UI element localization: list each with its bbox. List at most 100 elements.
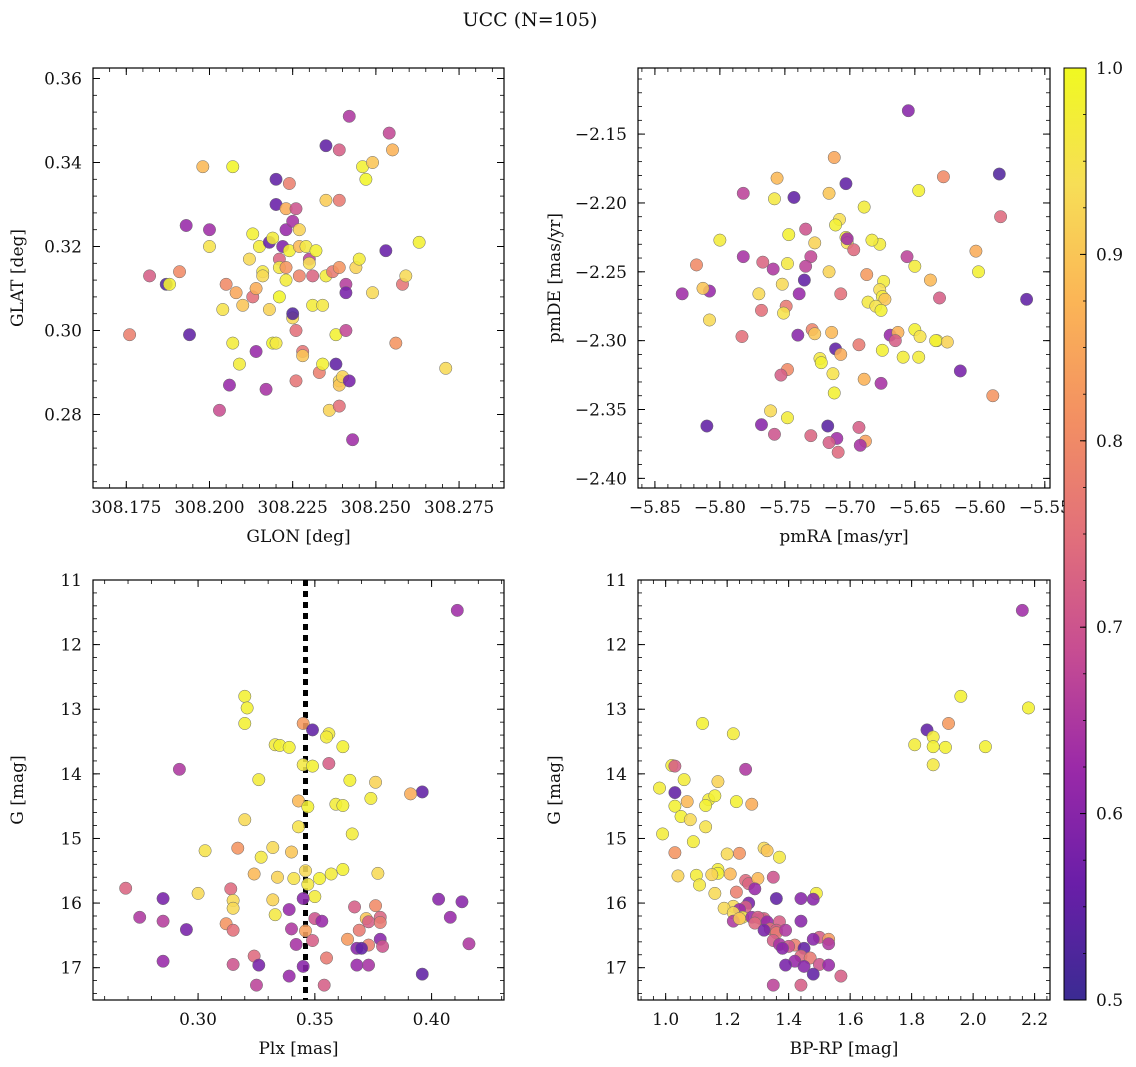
- scatter-point: [774, 368, 788, 382]
- scatter-point: [320, 730, 333, 744]
- scatter-point: [285, 845, 298, 859]
- scatter-point: [776, 941, 789, 955]
- scatter-point: [156, 892, 170, 905]
- scatter-point: [266, 841, 280, 854]
- scatter-point: [352, 923, 366, 937]
- scatter-point: [289, 374, 303, 388]
- scatter-point: [794, 892, 808, 905]
- x-axis-label: GLON [deg]: [246, 527, 350, 547]
- plot-area: [675, 104, 1034, 459]
- axes-frame: [92, 579, 505, 1001]
- scatter-point: [827, 151, 841, 164]
- scatter-point: [282, 740, 296, 754]
- scatter-point: [348, 900, 361, 914]
- scatter-point: [912, 184, 926, 198]
- scatter-point: [306, 934, 319, 947]
- x-tick-label: 0.35: [296, 1010, 334, 1030]
- scatter-point: [336, 863, 350, 876]
- scatter-point: [772, 850, 786, 864]
- scatter-point: [332, 261, 346, 274]
- scatter-point: [770, 171, 784, 185]
- scatter-point: [216, 303, 230, 316]
- scatter-point: [364, 791, 378, 805]
- scatter-point: [969, 244, 983, 258]
- y-axis-label: G [mag]: [545, 755, 565, 824]
- scatter-point: [272, 290, 286, 304]
- scatter-point: [653, 781, 666, 795]
- scatter-point: [238, 689, 252, 703]
- scatter-point: [972, 265, 985, 279]
- scatter-point: [249, 345, 263, 358]
- scatter-point: [668, 786, 682, 800]
- panel-bprp-g: 1.0 1.2 1.4 1.6 1.8 2.0 2.2 11 12 13 14 15 16 17 BP-RP…: [545, 571, 1051, 1059]
- scatter-point: [829, 218, 842, 232]
- scatter-point: [346, 433, 360, 447]
- scatter-point: [1015, 603, 1029, 617]
- y-tick-label: −2.40: [575, 469, 627, 489]
- scatter-point: [376, 939, 390, 953]
- y-tick-label: −2.15: [575, 125, 627, 145]
- scatter-point: [292, 269, 306, 283]
- scatter-point: [316, 357, 330, 371]
- scatter-point: [913, 330, 927, 343]
- scatter-point: [766, 978, 780, 992]
- scatter-point: [173, 265, 186, 279]
- scatter-point: [668, 759, 682, 773]
- y-tick-label: 15: [605, 829, 627, 849]
- scatter-point: [226, 160, 240, 174]
- x-tick-label: 0.30: [179, 1010, 217, 1030]
- scatter-point: [896, 350, 910, 364]
- colorbar-gradient: [1063, 67, 1087, 1001]
- scatter-point: [229, 286, 243, 300]
- scatter-point: [814, 356, 828, 370]
- x-tick-label: 308.275: [424, 498, 494, 518]
- y-tick-label: 17: [60, 959, 82, 979]
- scatter-point: [450, 603, 464, 617]
- x-tick-label: 308.225: [258, 498, 328, 518]
- scatter-point: [799, 259, 813, 273]
- y-tick-label: 11: [60, 571, 82, 591]
- scatter-point: [238, 813, 252, 827]
- scatter-point: [336, 740, 350, 754]
- scatter-point: [443, 910, 457, 924]
- scatter-point: [926, 758, 940, 772]
- scatter-point: [386, 143, 399, 157]
- colorbar: 0.5 0.6 0.7 0.8 0.9 1.0: [1063, 59, 1123, 1011]
- scatter-point: [350, 958, 364, 972]
- scatter-point: [992, 167, 1006, 181]
- scatter-point: [735, 330, 749, 343]
- y-tick-label: −2.30: [575, 332, 627, 352]
- y-tick-label: 15: [60, 829, 82, 849]
- scatter-point: [238, 717, 252, 730]
- scatter-point: [249, 282, 263, 295]
- scatter-point: [373, 916, 387, 929]
- x-tick-label: −5.85: [629, 498, 681, 518]
- scatter-point: [874, 376, 888, 390]
- scatter-point: [389, 336, 403, 350]
- scatter-point: [232, 357, 246, 371]
- scatter-point: [269, 172, 283, 186]
- scatter-point: [262, 303, 276, 316]
- x-tick-label: −5.75: [759, 498, 811, 518]
- scatter-point: [247, 867, 261, 881]
- scatter-point: [412, 235, 426, 249]
- scatter-point: [342, 109, 356, 123]
- y-tick-label: 12: [605, 636, 627, 656]
- x-tick-label: 2.0: [960, 1010, 987, 1030]
- scatter-point: [986, 389, 1000, 403]
- scatter-point: [183, 328, 196, 342]
- scatter-point: [794, 914, 808, 928]
- x-tick-label: −5.55: [1019, 498, 1071, 518]
- scatter-point: [847, 243, 861, 257]
- x-tick-label: 1.4: [775, 1010, 802, 1030]
- axes-frame: [637, 67, 1051, 489]
- scatter-point: [246, 227, 260, 241]
- scatter-point: [827, 386, 841, 400]
- scatter-point: [779, 923, 793, 937]
- scatter-point: [705, 868, 719, 882]
- scatter-point: [306, 759, 319, 773]
- scatter-point: [268, 908, 282, 922]
- scatter-point: [708, 789, 722, 803]
- scatter-point: [808, 327, 822, 341]
